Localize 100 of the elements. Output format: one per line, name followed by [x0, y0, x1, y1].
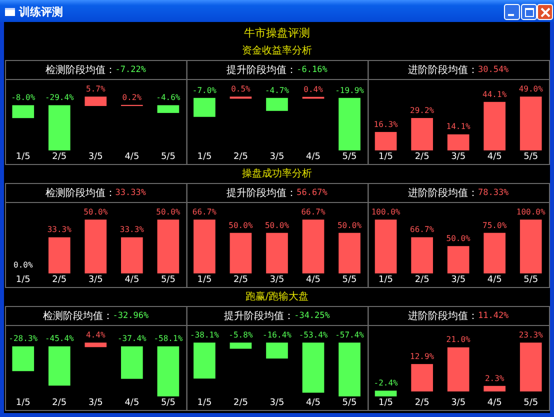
data-label: 23.3% — [518, 330, 544, 340]
x-tick-label: 5/5 — [342, 152, 357, 162]
x-tick-label: 5/5 — [160, 398, 176, 408]
x-tick-label: 3/5 — [451, 398, 466, 408]
x-tick-label: 5/5 — [342, 398, 357, 408]
x-tick-label: 3/5 — [270, 152, 284, 162]
data-label: 0.2% — [122, 92, 142, 102]
data-label: -19.9% — [335, 86, 364, 95]
data-label: -7.0% — [192, 86, 217, 95]
data-label: 50.0% — [84, 208, 108, 216]
data-label: 29.2% — [410, 106, 434, 115]
x-tick-label: 4/5 — [124, 398, 140, 408]
x-tick-label: 2/5 — [414, 398, 430, 408]
x-tick-label: 2/5 — [52, 152, 67, 162]
x-tick-label: 3/5 — [451, 275, 466, 285]
data-label: -2.4% — [374, 378, 398, 388]
x-tick-label: 5/5 — [342, 275, 357, 285]
x-tick-label: 4/5 — [124, 275, 140, 285]
bar — [484, 102, 506, 150]
text: 跑赢/跑输大盘 — [245, 290, 309, 302]
chart-title: 进阶阶段均值： — [408, 64, 478, 76]
data-label: 16.3% — [374, 120, 398, 129]
chart-subtitle: -34.25% — [294, 311, 330, 321]
x-tick-label: 1/5 — [197, 275, 212, 285]
data-label: 50.0% — [337, 220, 362, 230]
x-tick-label: 5/5 — [524, 398, 538, 408]
data-label: 66.7% — [410, 225, 434, 234]
x-tick-label: 4/5 — [487, 152, 502, 162]
data-label: 0.5% — [231, 84, 251, 94]
data-label: 75.0% — [482, 220, 507, 230]
x-tick-label: 3/5 — [88, 275, 103, 285]
data-label: -8.0% — [11, 93, 36, 102]
data-label: -37.4% — [117, 334, 147, 344]
bar — [447, 134, 470, 150]
x-tick-label: 2/5 — [52, 398, 67, 408]
data-label: 5.7% — [86, 84, 106, 94]
data-label: 12.9% — [410, 352, 434, 361]
x-tick-label: 1/5 — [16, 152, 30, 162]
data-label: 100.0% — [516, 208, 546, 216]
text: 操盘成功率分析 — [242, 168, 312, 180]
bar — [447, 246, 470, 274]
chart-title: 进阶阶段均值： — [408, 186, 478, 198]
x-tick-label: 3/5 — [270, 275, 284, 285]
data-label: 50.0% — [264, 220, 290, 230]
data-label: 44.1% — [482, 90, 507, 99]
x-tick-label: 1/5 — [16, 275, 30, 285]
data-label: -58.1% — [154, 334, 183, 344]
x-tick-label: 5/5 — [524, 275, 538, 285]
x-tick-label: 5/5 — [524, 152, 538, 162]
data-label: 50.0% — [446, 234, 471, 243]
x-tick-label: 3/5 — [270, 398, 284, 408]
x-tick-label: 3/5 — [88, 152, 103, 162]
x-tick-label: 4/5 — [306, 398, 321, 408]
bar — [520, 342, 542, 392]
x-tick-label: 2/5 — [233, 398, 248, 408]
x-tick-label: 2/5 — [233, 152, 248, 162]
data-label: 33.3% — [120, 225, 144, 234]
chart-title: 提升阶段均值： — [224, 310, 294, 322]
text: 训练评测 — [18, 6, 63, 18]
chart-subtitle: 78.33% — [478, 188, 509, 198]
x-tick-label: 3/5 — [88, 398, 103, 408]
chart-title: 进阶阶段均值： — [408, 310, 478, 322]
data-label: 21.0% — [446, 335, 471, 344]
x-tick-label: 1/5 — [197, 398, 212, 408]
x-tick-label: 4/5 — [487, 398, 502, 408]
bar — [411, 364, 433, 392]
data-label: 14.1% — [446, 122, 471, 132]
data-label: 66.7% — [301, 208, 326, 216]
x-tick-label: 4/5 — [306, 275, 321, 285]
chart-title: 检测阶段均值： — [45, 64, 116, 76]
chart-title: 提升阶段均值： — [226, 186, 297, 198]
x-tick-label: 1/5 — [378, 152, 394, 162]
x-tick-label: 4/5 — [306, 152, 321, 162]
bar — [411, 118, 433, 150]
data-label: -57.4% — [335, 330, 364, 340]
data-label: 66.7% — [192, 208, 217, 216]
x-tick-label: 4/5 — [487, 275, 502, 285]
x-tick-label: 2/5 — [414, 152, 430, 162]
x-tick-label: 3/5 — [451, 152, 466, 162]
data-label: -5.8% — [228, 330, 253, 340]
x-tick-label: 5/5 — [160, 275, 176, 285]
text: 牛市操盘评测 — [244, 26, 310, 40]
data-label: 50.0% — [228, 220, 253, 230]
chart-subtitle: -7.22% — [115, 65, 146, 75]
chart-title: 提升阶段均值： — [226, 64, 297, 76]
bar — [520, 96, 542, 150]
data-label: 0.0% — [14, 260, 33, 270]
x-tick-label: 2/5 — [52, 275, 67, 285]
x-tick-label: 1/5 — [378, 398, 394, 408]
bar — [374, 220, 397, 274]
x-tick-label: 5/5 — [160, 152, 176, 162]
data-label: -4.7% — [264, 86, 290, 95]
bar — [484, 386, 506, 392]
data-label: 2.3% — [484, 374, 504, 383]
data-label: -4.6% — [156, 93, 180, 102]
data-label: -45.4% — [44, 334, 74, 344]
data-label: -28.3% — [8, 334, 38, 344]
data-label: 50.0% — [156, 208, 180, 216]
data-label: 100.0% — [371, 208, 400, 216]
x-tick-label: 4/5 — [124, 152, 140, 162]
